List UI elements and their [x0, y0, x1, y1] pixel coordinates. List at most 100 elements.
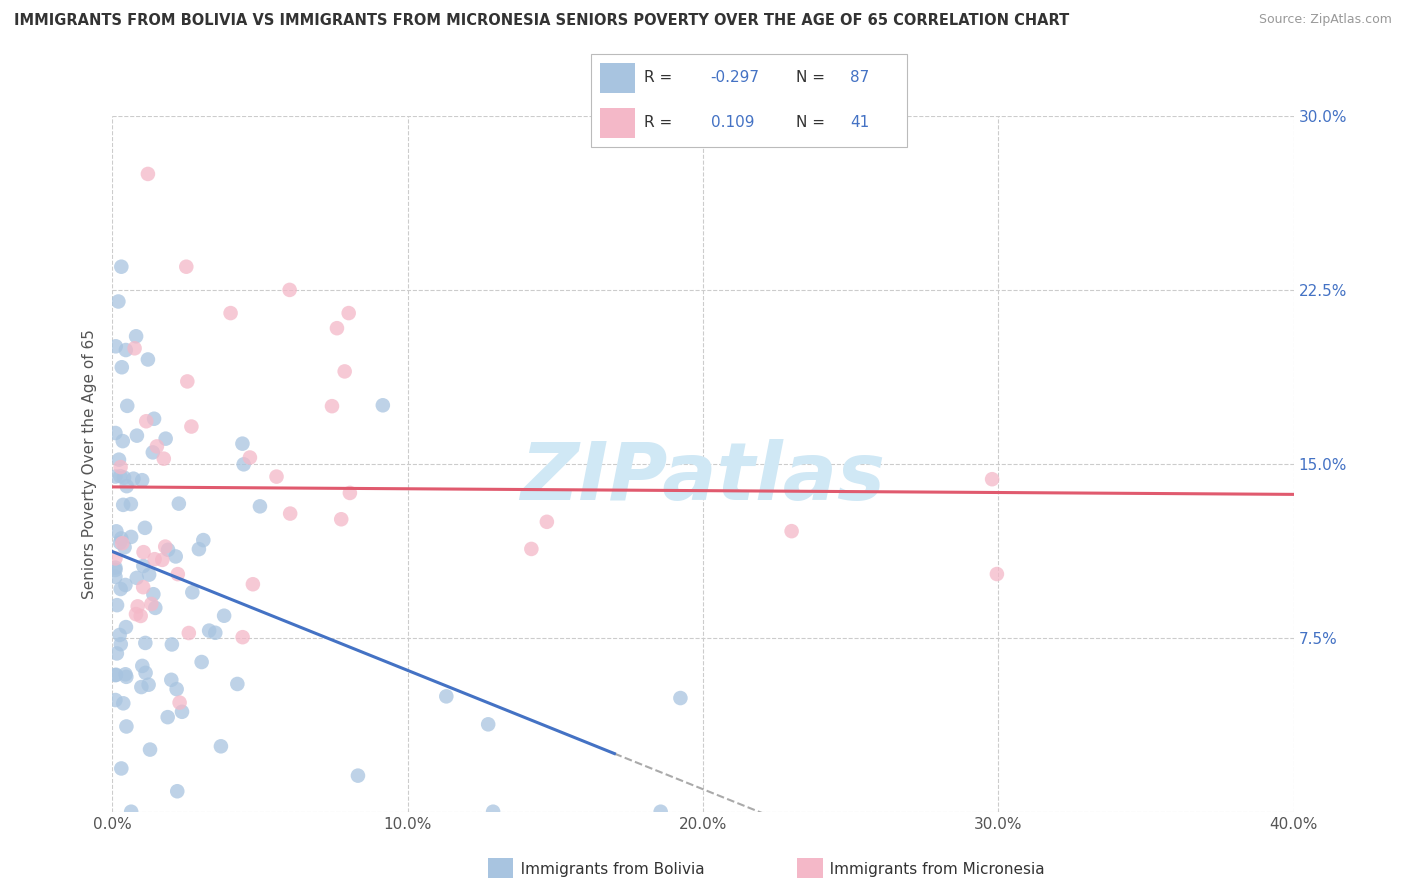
Point — [115, 620, 138, 634]
Point — [125, 428, 148, 442]
Point — [135, 414, 157, 428]
Point — [111, 434, 134, 449]
Point — [120, 530, 142, 544]
Point — [174, 260, 197, 274]
Point — [117, 399, 138, 413]
Text: Source: ZipAtlas.com: Source: ZipAtlas.com — [1258, 13, 1392, 27]
Point — [166, 567, 188, 582]
Point — [231, 436, 253, 450]
Point — [112, 470, 135, 484]
Point — [105, 598, 128, 612]
Point — [112, 498, 135, 512]
Point — [141, 597, 163, 611]
Point — [333, 364, 356, 378]
Point — [114, 667, 136, 681]
Bar — [600, 108, 636, 138]
Point — [112, 696, 135, 710]
Point — [326, 321, 349, 335]
Point — [347, 769, 370, 783]
Point — [120, 497, 142, 511]
Point — [136, 167, 159, 181]
Point — [108, 535, 131, 549]
Text: Immigrants from Micronesia: Immigrants from Micronesia — [815, 863, 1045, 877]
Point — [239, 450, 262, 465]
Point — [127, 599, 149, 614]
Point — [115, 479, 138, 493]
Text: 0.109: 0.109 — [710, 115, 754, 130]
Point — [669, 691, 692, 706]
Point — [136, 352, 159, 367]
Point — [155, 432, 177, 446]
Point — [330, 512, 353, 526]
Point — [477, 717, 499, 731]
Point — [152, 451, 174, 466]
Point — [134, 636, 156, 650]
Point — [125, 607, 148, 621]
Point — [155, 540, 177, 554]
Point — [104, 551, 127, 566]
Point — [110, 532, 132, 546]
Point — [170, 705, 193, 719]
Point — [107, 294, 129, 309]
Point — [986, 567, 1008, 582]
Point — [131, 659, 153, 673]
Point — [278, 283, 301, 297]
Point — [142, 445, 165, 459]
Point — [111, 360, 134, 375]
Point — [160, 673, 183, 687]
Point — [142, 587, 165, 601]
Point — [129, 609, 152, 624]
Text: R =: R = — [644, 115, 678, 130]
Point — [124, 341, 146, 355]
Point — [114, 343, 136, 357]
Point — [156, 710, 179, 724]
Point — [131, 473, 153, 487]
Point — [104, 469, 127, 483]
Point — [193, 533, 215, 547]
Point — [232, 630, 254, 644]
Point — [249, 500, 271, 514]
Point — [110, 260, 132, 274]
Text: IMMIGRANTS FROM BOLIVIA VS IMMIGRANTS FROM MICRONESIA SENIORS POVERTY OVER THE A: IMMIGRANTS FROM BOLIVIA VS IMMIGRANTS FR… — [14, 13, 1070, 29]
Point — [166, 682, 188, 697]
Point — [146, 439, 169, 453]
Point — [139, 742, 162, 756]
Point — [143, 600, 166, 615]
Point — [536, 515, 558, 529]
Text: Immigrants from Bolivia: Immigrants from Bolivia — [506, 863, 704, 877]
Point — [125, 329, 148, 343]
Point — [132, 559, 155, 574]
Point — [198, 624, 221, 638]
Point — [108, 452, 131, 467]
Point — [321, 399, 343, 413]
Point — [165, 549, 187, 564]
Point — [167, 497, 190, 511]
Text: 41: 41 — [849, 115, 869, 130]
Point — [122, 472, 145, 486]
Point — [135, 665, 157, 680]
Point — [104, 563, 127, 577]
Point — [114, 541, 136, 555]
Point — [143, 552, 166, 566]
Point — [981, 472, 1004, 486]
Point — [110, 469, 132, 483]
Point — [226, 677, 249, 691]
Point — [434, 690, 457, 704]
Point — [371, 398, 394, 412]
Point — [138, 567, 160, 582]
Point — [337, 306, 360, 320]
Point — [114, 578, 136, 592]
Point — [104, 425, 127, 440]
Point — [104, 668, 127, 682]
Point — [104, 339, 127, 353]
Point — [105, 647, 128, 661]
Point — [204, 625, 226, 640]
Point — [111, 536, 134, 550]
Point — [181, 585, 204, 599]
Point — [105, 524, 128, 539]
Point — [177, 626, 200, 640]
Point — [132, 580, 155, 594]
Text: 87: 87 — [849, 70, 869, 86]
Text: ZIPatlas: ZIPatlas — [520, 439, 886, 516]
Point — [176, 375, 198, 389]
